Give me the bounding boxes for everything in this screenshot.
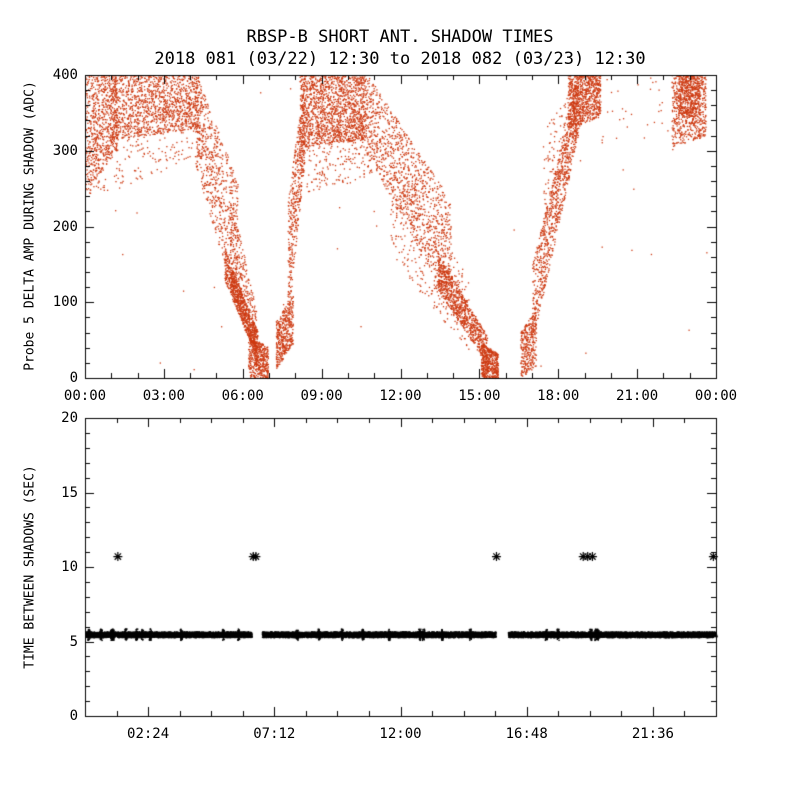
top-x-tick-label: 00:00 <box>694 388 738 404</box>
bottom-x-tick-label: 21:36 <box>631 726 674 742</box>
top-x-tick-label: 12:00 <box>379 388 422 404</box>
chart-title: RBSP-B SHORT ANT. SHADOW TIMES <box>246 27 554 47</box>
bottom-x-tick-label: 16:48 <box>505 726 548 742</box>
top-y-tick-label: 300 <box>52 142 78 159</box>
top-y-tick-label: 100 <box>52 294 78 311</box>
bottom-y-tick-label: 20 <box>61 410 78 426</box>
top-x-tick-label: 15:00 <box>458 388 501 404</box>
bottom-x-tick-label: 07:12 <box>253 726 296 742</box>
bottom-y-tick-label: 10 <box>61 559 78 575</box>
chart-subtitle: 2018 081 (03/22) 12:30 to 2018 082 (03/2… <box>154 49 646 69</box>
bottom-x-tick-label: 02:24 <box>127 726 170 742</box>
top-y-tick-label: 200 <box>52 218 78 235</box>
bottom-y-tick-label: 0 <box>69 708 78 724</box>
top-x-tick-label: 03:00 <box>142 388 185 404</box>
bottom-x-tick-label: 12:00 <box>379 726 422 742</box>
top-y-axis-label: Probe 5 DELTA AMP DURING SHADOW (ADC) <box>22 81 38 371</box>
top-y-tick-label: 400 <box>52 67 78 83</box>
bottom-y-tick-label: 15 <box>61 484 78 501</box>
bottom-y-tick-label: 5 <box>69 633 78 650</box>
top-x-tick-label: 06:00 <box>221 388 264 404</box>
top-x-tick-label: 21:00 <box>616 388 659 404</box>
top-x-tick-label: 09:00 <box>300 388 343 404</box>
top-x-tick-label: 00:00 <box>63 388 107 404</box>
top-y-tick-label: 0 <box>69 370 78 386</box>
top-x-tick-label: 18:00 <box>537 388 580 404</box>
bottom-y-axis-label: TIME BETWEEN SHADOWS (SEC) <box>22 465 38 669</box>
